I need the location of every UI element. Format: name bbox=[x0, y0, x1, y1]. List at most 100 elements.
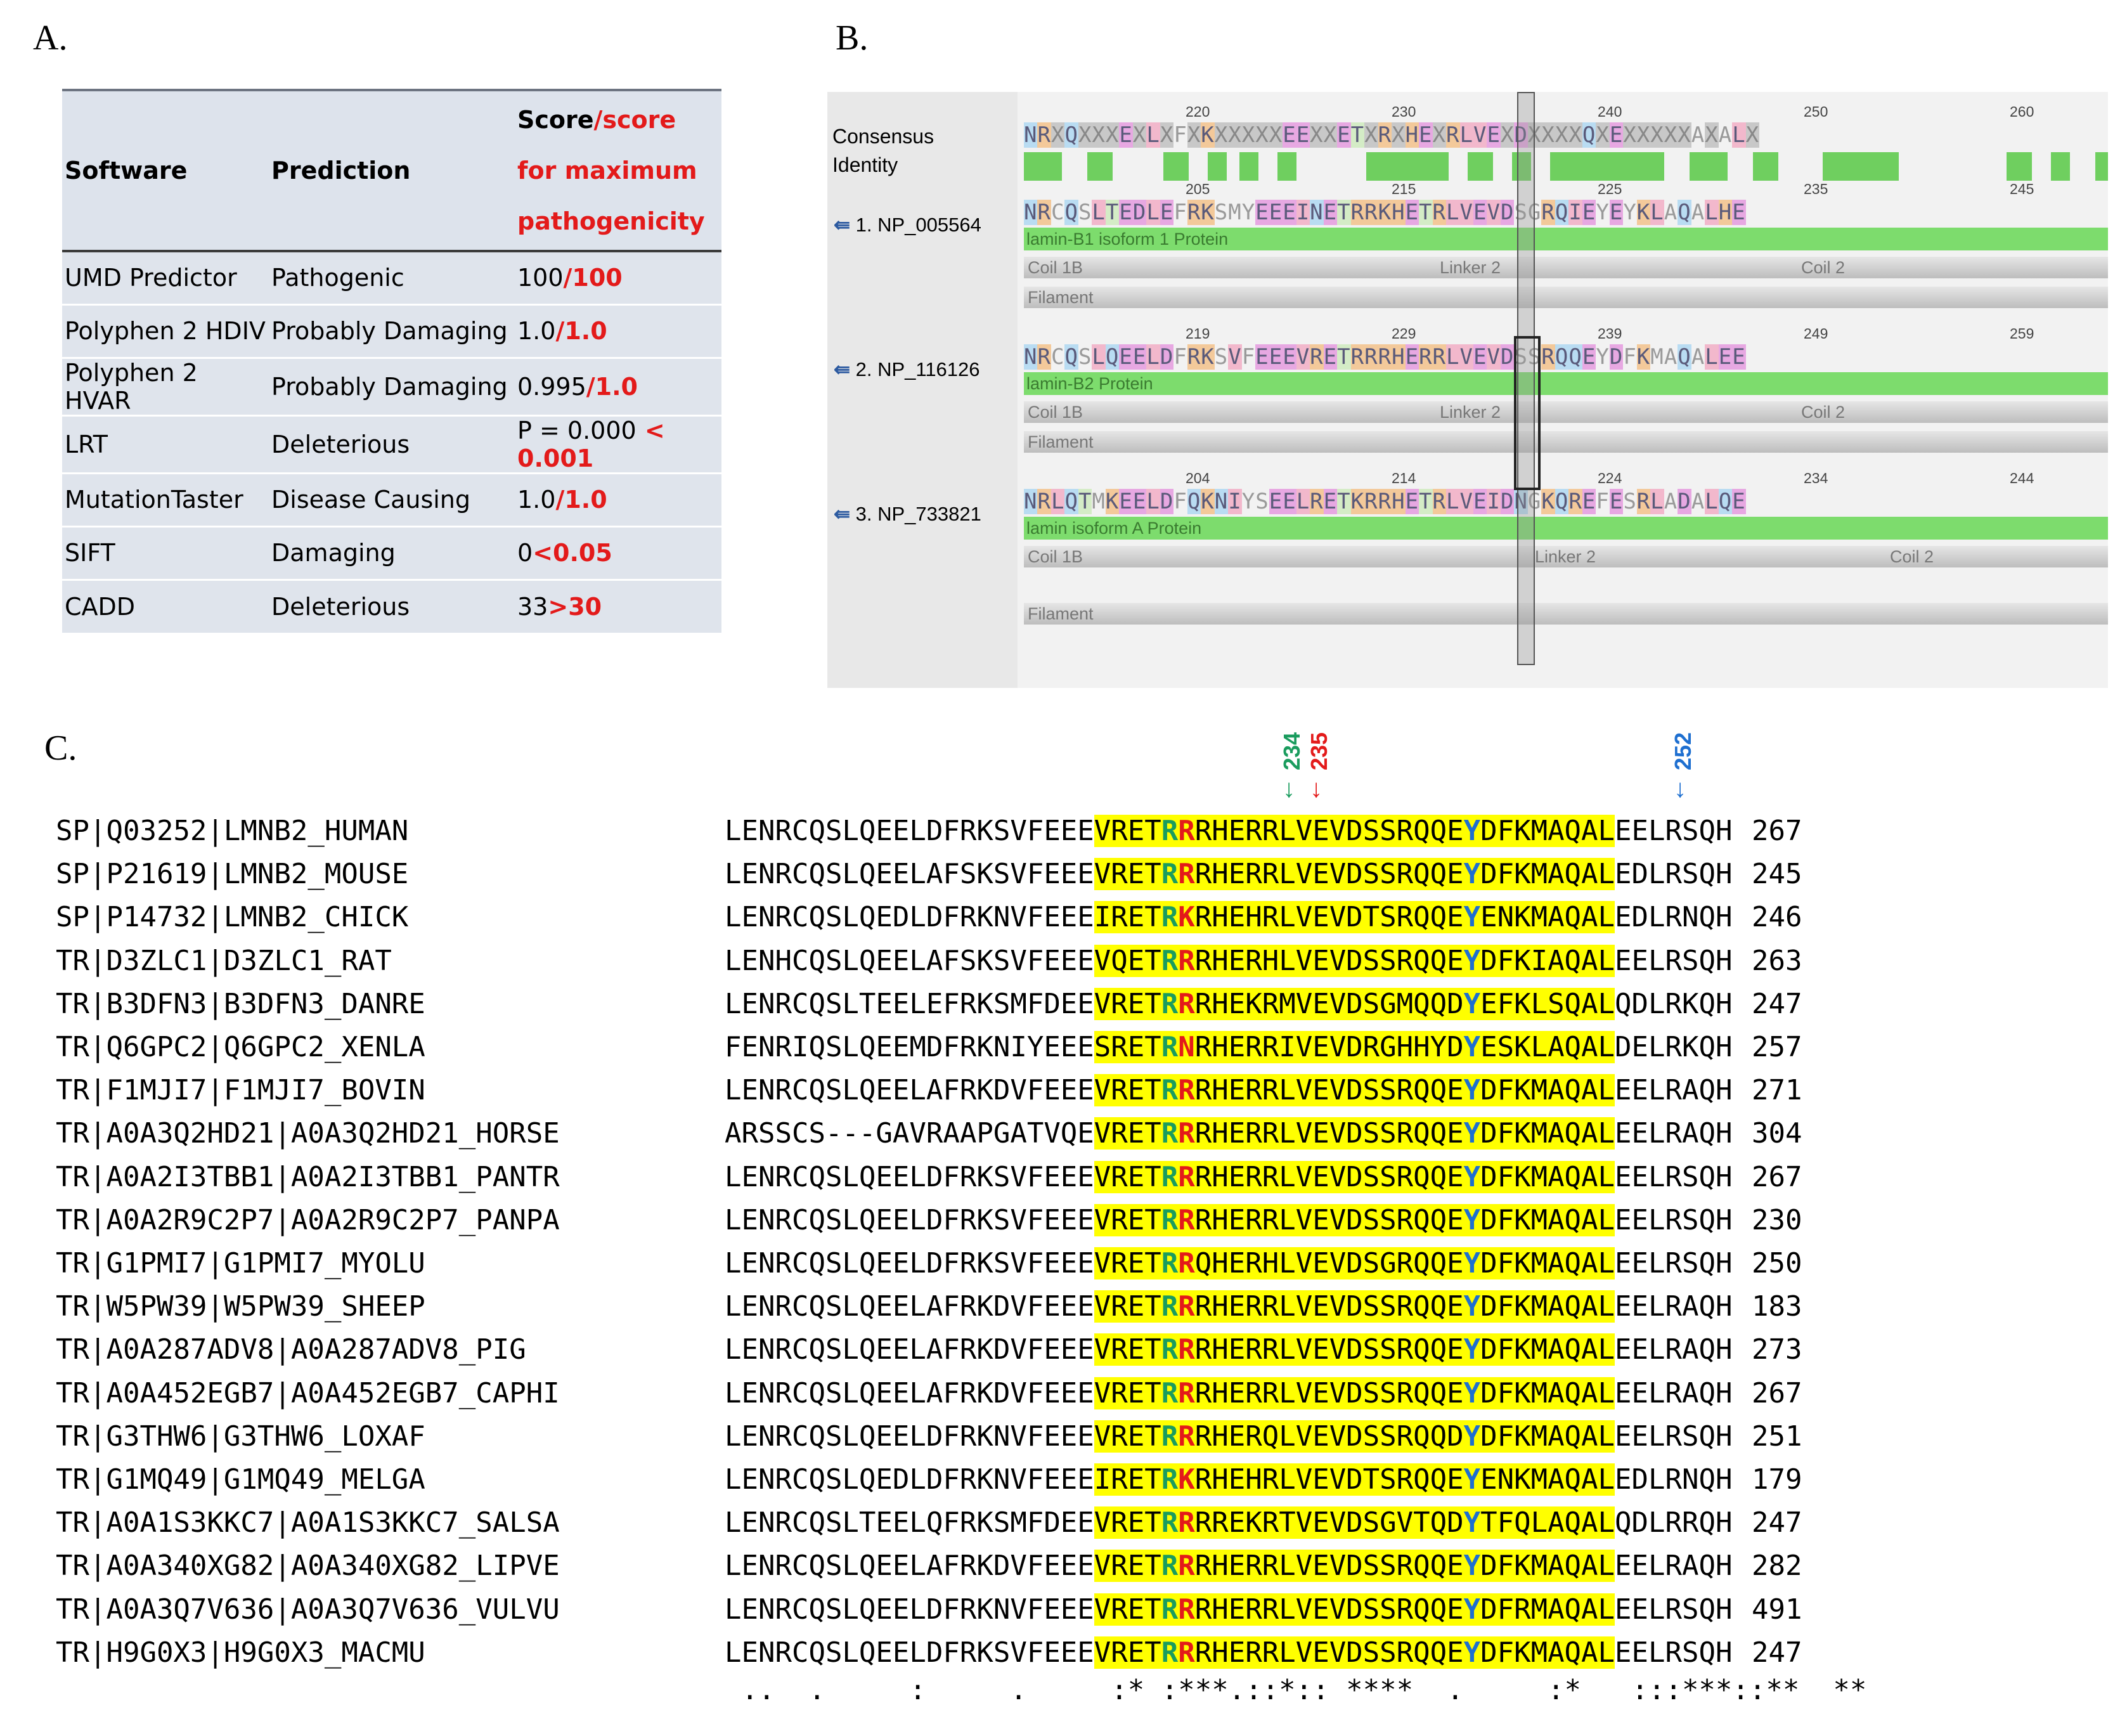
sequence-prefix: LENRCQSLQEELDFRKSVFEEE bbox=[725, 1247, 1094, 1279]
identity-block bbox=[1208, 152, 1227, 181]
species-id: SP|P14732|LMNB2_CHICK bbox=[56, 901, 409, 934]
residue-252: Y bbox=[1463, 987, 1481, 1020]
selected-residue-box[interactable] bbox=[1514, 336, 1541, 490]
highlighted-region: VQETRRRHERHLVEVDSSRQQEYDFKIAQAL bbox=[1094, 944, 1615, 977]
score-cell: 1.0/1.0 bbox=[515, 304, 721, 358]
score-value: 100 bbox=[517, 264, 564, 292]
position-tick: 240 bbox=[1598, 103, 1622, 120]
residue-234: R bbox=[1161, 1247, 1179, 1279]
residue-252: Y bbox=[1463, 1290, 1481, 1323]
position-tick: 224 bbox=[1598, 470, 1622, 486]
residue-235: R bbox=[1178, 1247, 1195, 1279]
species-id: TR|A0A3Q2HD21|A0A3Q2HD21_HORSE bbox=[56, 1117, 560, 1150]
score-cell: 0<0.05 bbox=[515, 526, 721, 580]
identity-block bbox=[1163, 152, 1189, 181]
position-tick: 235 bbox=[1804, 181, 1828, 197]
residue-252: Y bbox=[1463, 858, 1481, 891]
residue-235: R bbox=[1178, 1160, 1195, 1193]
score-max: /1.0 bbox=[555, 486, 607, 514]
sequence-prefix: LENRCQSLQEELDFRKSVFEEE bbox=[725, 815, 1094, 847]
identity-block bbox=[1753, 152, 1778, 181]
table-row: LRT Deleterious P = 0.000 < 0.001 bbox=[62, 415, 721, 473]
identity-block bbox=[1087, 152, 1113, 181]
software-cell: CADD bbox=[65, 592, 136, 621]
sequence-segment: VRET bbox=[1094, 1247, 1161, 1279]
seq-label-3[interactable]: ⇚ 3. NP_733821 bbox=[834, 503, 981, 526]
identity-block bbox=[1277, 152, 1296, 181]
sequence-prefix: ARSSCS---GAVRAAPGATVQE bbox=[725, 1117, 1094, 1150]
sequence-segment: ENKMAQAL bbox=[1480, 1463, 1615, 1496]
residue-252: Y bbox=[1463, 901, 1481, 934]
sequence-segment: RHERRLVEVDSSRQQE bbox=[1194, 1636, 1464, 1669]
seq-label-2[interactable]: ⇚ 2. NP_116126 bbox=[834, 358, 980, 381]
residue-count: 230 bbox=[1751, 1203, 1802, 1236]
alignment-row: TR|Q6GPC2|Q6GPC2_XENLA FENRIQSLQEEMDFRKNI… bbox=[56, 1028, 1802, 1067]
sequence-suffix: EELRSQH bbox=[1615, 1636, 1733, 1669]
residue-234: R bbox=[1161, 858, 1179, 891]
sequence-segment: DFKMAQAL bbox=[1480, 815, 1615, 847]
position-tick: 214 bbox=[1392, 470, 1416, 486]
residue-252: Y bbox=[1463, 1160, 1481, 1193]
coil-annotation: Coil 2 bbox=[1797, 401, 2108, 423]
seq-label-1[interactable]: ⇚ 1. NP_005564 bbox=[834, 214, 981, 236]
alignment-row: SP|P14732|LMNB2_CHICK LENRCQSLQEDLDFRKNVF… bbox=[56, 898, 1802, 937]
alignment-viewer: Consensus Identity ⇚ 1. NP_005564 ⇚ 2. N… bbox=[827, 92, 2108, 688]
sequence-segment: VRET bbox=[1094, 1593, 1161, 1626]
residue-252: Y bbox=[1463, 1333, 1481, 1366]
sequence-segment: DFKMAQAL bbox=[1480, 1636, 1615, 1669]
alignment-row: TR|A0A3Q7V636|A0A3Q7V636_VULVU LENRCQSLQE… bbox=[56, 1590, 1802, 1629]
position-tick: 215 bbox=[1392, 181, 1416, 197]
species-id: TR|G3THW6|G3THW6_LOXAF bbox=[56, 1420, 425, 1453]
residue-count: 263 bbox=[1751, 944, 1802, 977]
sequence-segment: VRET bbox=[1094, 1333, 1161, 1366]
sequence-suffix: EELRSQH bbox=[1615, 1420, 1733, 1453]
sequence-segment: ESKLAQAL bbox=[1480, 1031, 1615, 1063]
residue-234: R bbox=[1161, 987, 1179, 1020]
residue-252: Y bbox=[1463, 1463, 1481, 1496]
selected-column-highlight[interactable] bbox=[1517, 92, 1535, 665]
sequence-prefix: LENRCQSLQEELDFRKNVFEEE bbox=[725, 1420, 1094, 1453]
seq-label-3-text: 3. NP_733821 bbox=[855, 503, 981, 525]
species-id: TR|A0A1S3KKC7|A0A1S3KKC7_SALSA bbox=[56, 1506, 560, 1539]
alignment-row: TR|G1PMI7|G1PMI7_MYOLU LENRCQSLQEELDFRKSV… bbox=[56, 1244, 1802, 1283]
score-max: >30 bbox=[548, 592, 602, 621]
alignment-row: TR|B3DFN3|B3DFN3_DANRE LENRCQSLTEELEFRKSM… bbox=[56, 985, 1802, 1024]
residue-234: R bbox=[1161, 1160, 1179, 1193]
identity-block bbox=[1823, 152, 1899, 181]
sequence-segment: DFKMAQAL bbox=[1480, 858, 1615, 891]
sequence-suffix: EELRAQH bbox=[1615, 1550, 1733, 1583]
species-id: SP|P21619|LMNB2_MOUSE bbox=[56, 858, 409, 891]
residue-252: Y bbox=[1463, 1593, 1481, 1626]
residue-235: R bbox=[1178, 987, 1195, 1020]
software-cell: MutationTaster bbox=[65, 486, 243, 514]
position-marker-label: 235 bbox=[1306, 732, 1332, 770]
sequence-segment: RHERRLVEVDSSRQQE bbox=[1194, 1074, 1464, 1107]
sequence-suffix: EELRSQH bbox=[1615, 1593, 1733, 1626]
sequence-segment: VRET bbox=[1094, 1203, 1161, 1236]
alignment-row: TR|A0A2I3TBB1|A0A2I3TBB1_PANTR LENRCQSLQE… bbox=[56, 1158, 1802, 1197]
sequence-segment: VRET bbox=[1094, 1074, 1161, 1107]
alignment-row: SP|Q03252|LMNB2_HUMAN LENRCQSLQEELDFRKSVF… bbox=[56, 812, 1802, 851]
sequence-segment: VRET bbox=[1094, 1117, 1161, 1150]
alignment-row: TR|A0A2R9C2P7|A0A2R9C2P7_PANPA LENRCQSLQE… bbox=[56, 1201, 1802, 1240]
alignment-row: TR|W5PW39|W5PW39_SHEEP LENRCQSLQEELAFRKDV… bbox=[56, 1287, 1802, 1326]
species-id: TR|W5PW39|W5PW39_SHEEP bbox=[56, 1290, 425, 1323]
sequence-prefix: LENRCQSLQEELAFRKDVFEEE bbox=[725, 1550, 1094, 1583]
sequence-segment: DFKIAQAL bbox=[1480, 944, 1615, 977]
down-arrow-icon: ↓ bbox=[1674, 775, 1686, 803]
sequence-segment: VRET bbox=[1094, 1420, 1161, 1453]
residue-count: 245 bbox=[1751, 858, 1802, 891]
coil-annotation: Coil 1B bbox=[1024, 257, 1436, 278]
sequence-segment: DFKMAQAL bbox=[1480, 1117, 1615, 1150]
seq-label-1-text: 1. NP_005564 bbox=[855, 214, 981, 236]
software-cell: LRT bbox=[65, 430, 108, 458]
residue-count: 179 bbox=[1751, 1463, 1802, 1496]
sequence-prefix: LENRCQSLQEELDFRKSVFEEE bbox=[725, 1636, 1094, 1669]
species-id: TR|A0A2R9C2P7|A0A2R9C2P7_PANPA bbox=[56, 1203, 560, 1236]
software-cell: Polyphen 2 HDIV bbox=[65, 317, 266, 345]
position-tick: 250 bbox=[1804, 103, 1828, 120]
score-value: 1.0 bbox=[517, 486, 556, 514]
residue-234: R bbox=[1161, 1550, 1179, 1583]
position-tick: 225 bbox=[1598, 181, 1622, 197]
coil-annotation: Coil 2 bbox=[1797, 257, 2108, 278]
